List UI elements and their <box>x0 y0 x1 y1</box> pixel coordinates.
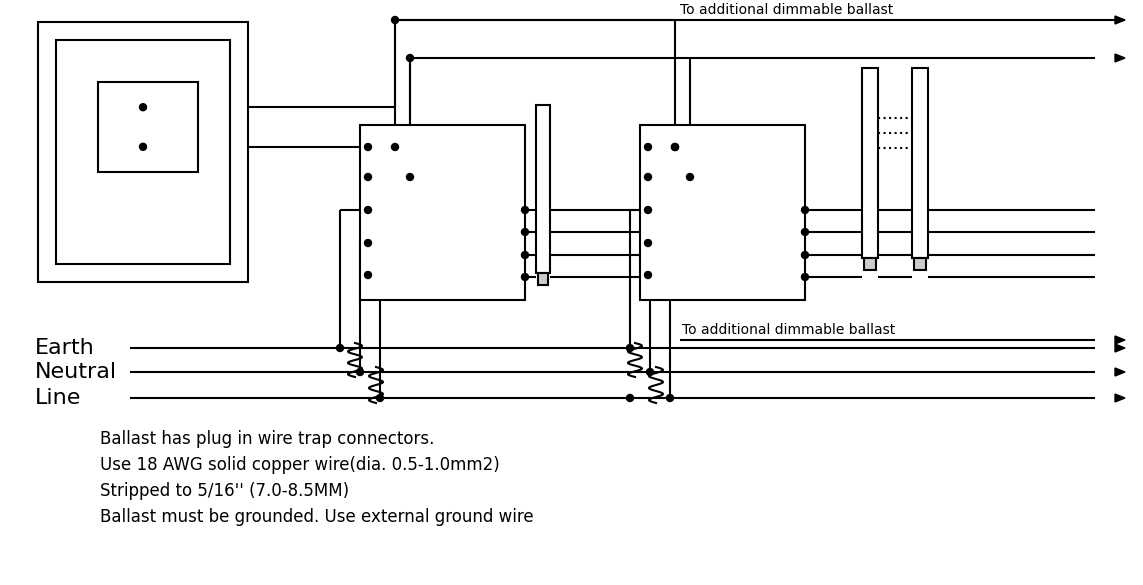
Circle shape <box>801 252 808 259</box>
Bar <box>56 40 230 264</box>
Circle shape <box>666 394 673 401</box>
Text: Earth: Earth <box>35 338 95 358</box>
Circle shape <box>645 174 652 181</box>
Circle shape <box>801 207 808 214</box>
Circle shape <box>645 143 652 150</box>
Circle shape <box>521 252 528 259</box>
Circle shape <box>392 143 399 150</box>
Polygon shape <box>1116 54 1125 62</box>
Circle shape <box>376 394 384 401</box>
Bar <box>912 68 928 258</box>
Text: Dimming Control: Dimming Control <box>91 180 205 193</box>
Text: LAMP: LAMP <box>538 168 547 202</box>
Text: E DALI: E DALI <box>376 204 414 216</box>
Text: Use 18 AWG solid copper wire(dia. 0.5-1.0mm2): Use 18 AWG solid copper wire(dia. 0.5-1.… <box>99 456 499 474</box>
Text: Stripped to 5/16'' (7.0-8.5MM): Stripped to 5/16'' (7.0-8.5MM) <box>99 482 349 500</box>
Bar <box>98 82 198 172</box>
Circle shape <box>671 143 679 150</box>
Polygon shape <box>1116 336 1125 344</box>
Circle shape <box>139 104 146 111</box>
Circle shape <box>521 207 528 214</box>
Circle shape <box>139 143 146 150</box>
Bar <box>864 258 876 270</box>
Text: Line: Line <box>35 388 81 408</box>
Circle shape <box>365 207 371 214</box>
Text: To additional dimmable ballast: To additional dimmable ballast <box>682 323 895 337</box>
Text: DA/D1: DA/D1 <box>376 170 414 184</box>
Text: E DALI: E DALI <box>656 204 694 216</box>
Circle shape <box>407 54 414 61</box>
Text: Ballast has plug in wire trap connectors.: Ballast has plug in wire trap connectors… <box>99 430 434 448</box>
Bar <box>538 273 547 285</box>
Polygon shape <box>1116 344 1125 352</box>
Text: To additional dimmable ballast: To additional dimmable ballast <box>680 3 893 17</box>
Text: N DIMMABLE: N DIMMABLE <box>656 236 732 249</box>
Text: L BALLAST: L BALLAST <box>656 269 718 281</box>
Bar <box>862 68 878 258</box>
Circle shape <box>671 143 679 150</box>
Text: DA/D2: DA/D2 <box>376 140 414 153</box>
Circle shape <box>365 174 371 181</box>
Text: DA/D1: DA/D1 <box>656 170 694 184</box>
Circle shape <box>392 16 399 23</box>
Circle shape <box>687 174 694 181</box>
Circle shape <box>521 229 528 236</box>
Circle shape <box>626 345 633 352</box>
Bar <box>38 22 248 282</box>
Text: DA/D2: DA/D2 <box>656 140 694 153</box>
Circle shape <box>645 271 652 278</box>
Circle shape <box>365 239 371 246</box>
Bar <box>914 258 926 270</box>
Circle shape <box>801 274 808 280</box>
Polygon shape <box>1116 394 1125 402</box>
Circle shape <box>357 369 363 376</box>
Polygon shape <box>1116 16 1125 24</box>
Text: LAMP: LAMP <box>865 152 876 187</box>
Text: LAMP: LAMP <box>916 152 925 187</box>
Circle shape <box>521 274 528 280</box>
Circle shape <box>645 239 652 246</box>
Text: N DIMMABLE: N DIMMABLE <box>376 236 451 249</box>
Polygon shape <box>1116 368 1125 376</box>
Bar <box>360 125 525 300</box>
Text: Neutral: Neutral <box>35 362 117 382</box>
Circle shape <box>647 369 654 376</box>
Bar <box>536 105 550 273</box>
Text: Ballast must be grounded. Use external ground wire: Ballast must be grounded. Use external g… <box>99 508 534 526</box>
Circle shape <box>407 174 414 181</box>
Circle shape <box>626 394 633 401</box>
Circle shape <box>365 271 371 278</box>
Circle shape <box>645 207 652 214</box>
Circle shape <box>336 345 344 352</box>
Text: L BALLAST: L BALLAST <box>376 269 438 281</box>
Circle shape <box>801 229 808 236</box>
Circle shape <box>365 143 371 150</box>
Bar <box>640 125 805 300</box>
